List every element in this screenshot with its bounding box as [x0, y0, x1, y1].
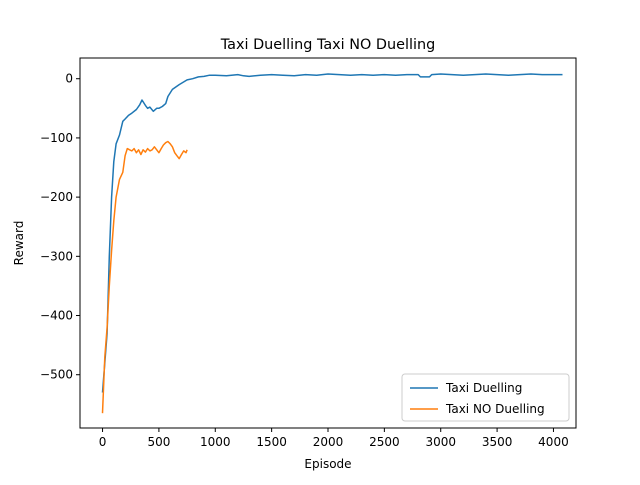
x-tick-label: 500 — [147, 435, 170, 449]
x-tick-label: 3500 — [482, 435, 513, 449]
y-axis-ticks: −500 −400 −300 −200 −100 0 — [40, 72, 80, 382]
x-tick-label: 3000 — [425, 435, 456, 449]
chart-title: Taxi Duelling Taxi NO Duelling — [220, 37, 435, 53]
plot-area — [101, 73, 563, 414]
x-tick-label: 1000 — [200, 435, 231, 449]
axes-frame — [79, 57, 577, 429]
x-axis-ticks: 0 500 1000 1500 2000 2500 3000 3500 4000 — [99, 428, 569, 449]
y-tick-label: −100 — [40, 131, 73, 145]
x-axis-label: Episode — [304, 457, 351, 471]
y-axis-label: Reward — [12, 221, 26, 266]
x-tick-label: 0 — [99, 435, 107, 449]
x-tick-label: 4000 — [538, 435, 569, 449]
y-tick-label: −300 — [40, 249, 73, 263]
legend: Taxi Duelling Taxi NO Duelling — [401, 373, 570, 422]
legend-label: Taxi Duelling — [445, 381, 522, 395]
series-line-taxi-no-duelling — [101, 140, 188, 414]
legend-box — [401, 373, 570, 422]
x-tick-label: 2500 — [369, 435, 400, 449]
x-tick-label: 1500 — [256, 435, 287, 449]
series-line-taxi-duelling — [101, 73, 563, 393]
y-tick-label: −400 — [40, 309, 73, 323]
y-tick-label: −500 — [40, 368, 73, 382]
y-tick-label: −200 — [40, 190, 73, 204]
x-tick-label: 2000 — [313, 435, 344, 449]
y-tick-label: 0 — [65, 72, 73, 86]
legend-label: Taxi NO Duelling — [445, 402, 545, 416]
